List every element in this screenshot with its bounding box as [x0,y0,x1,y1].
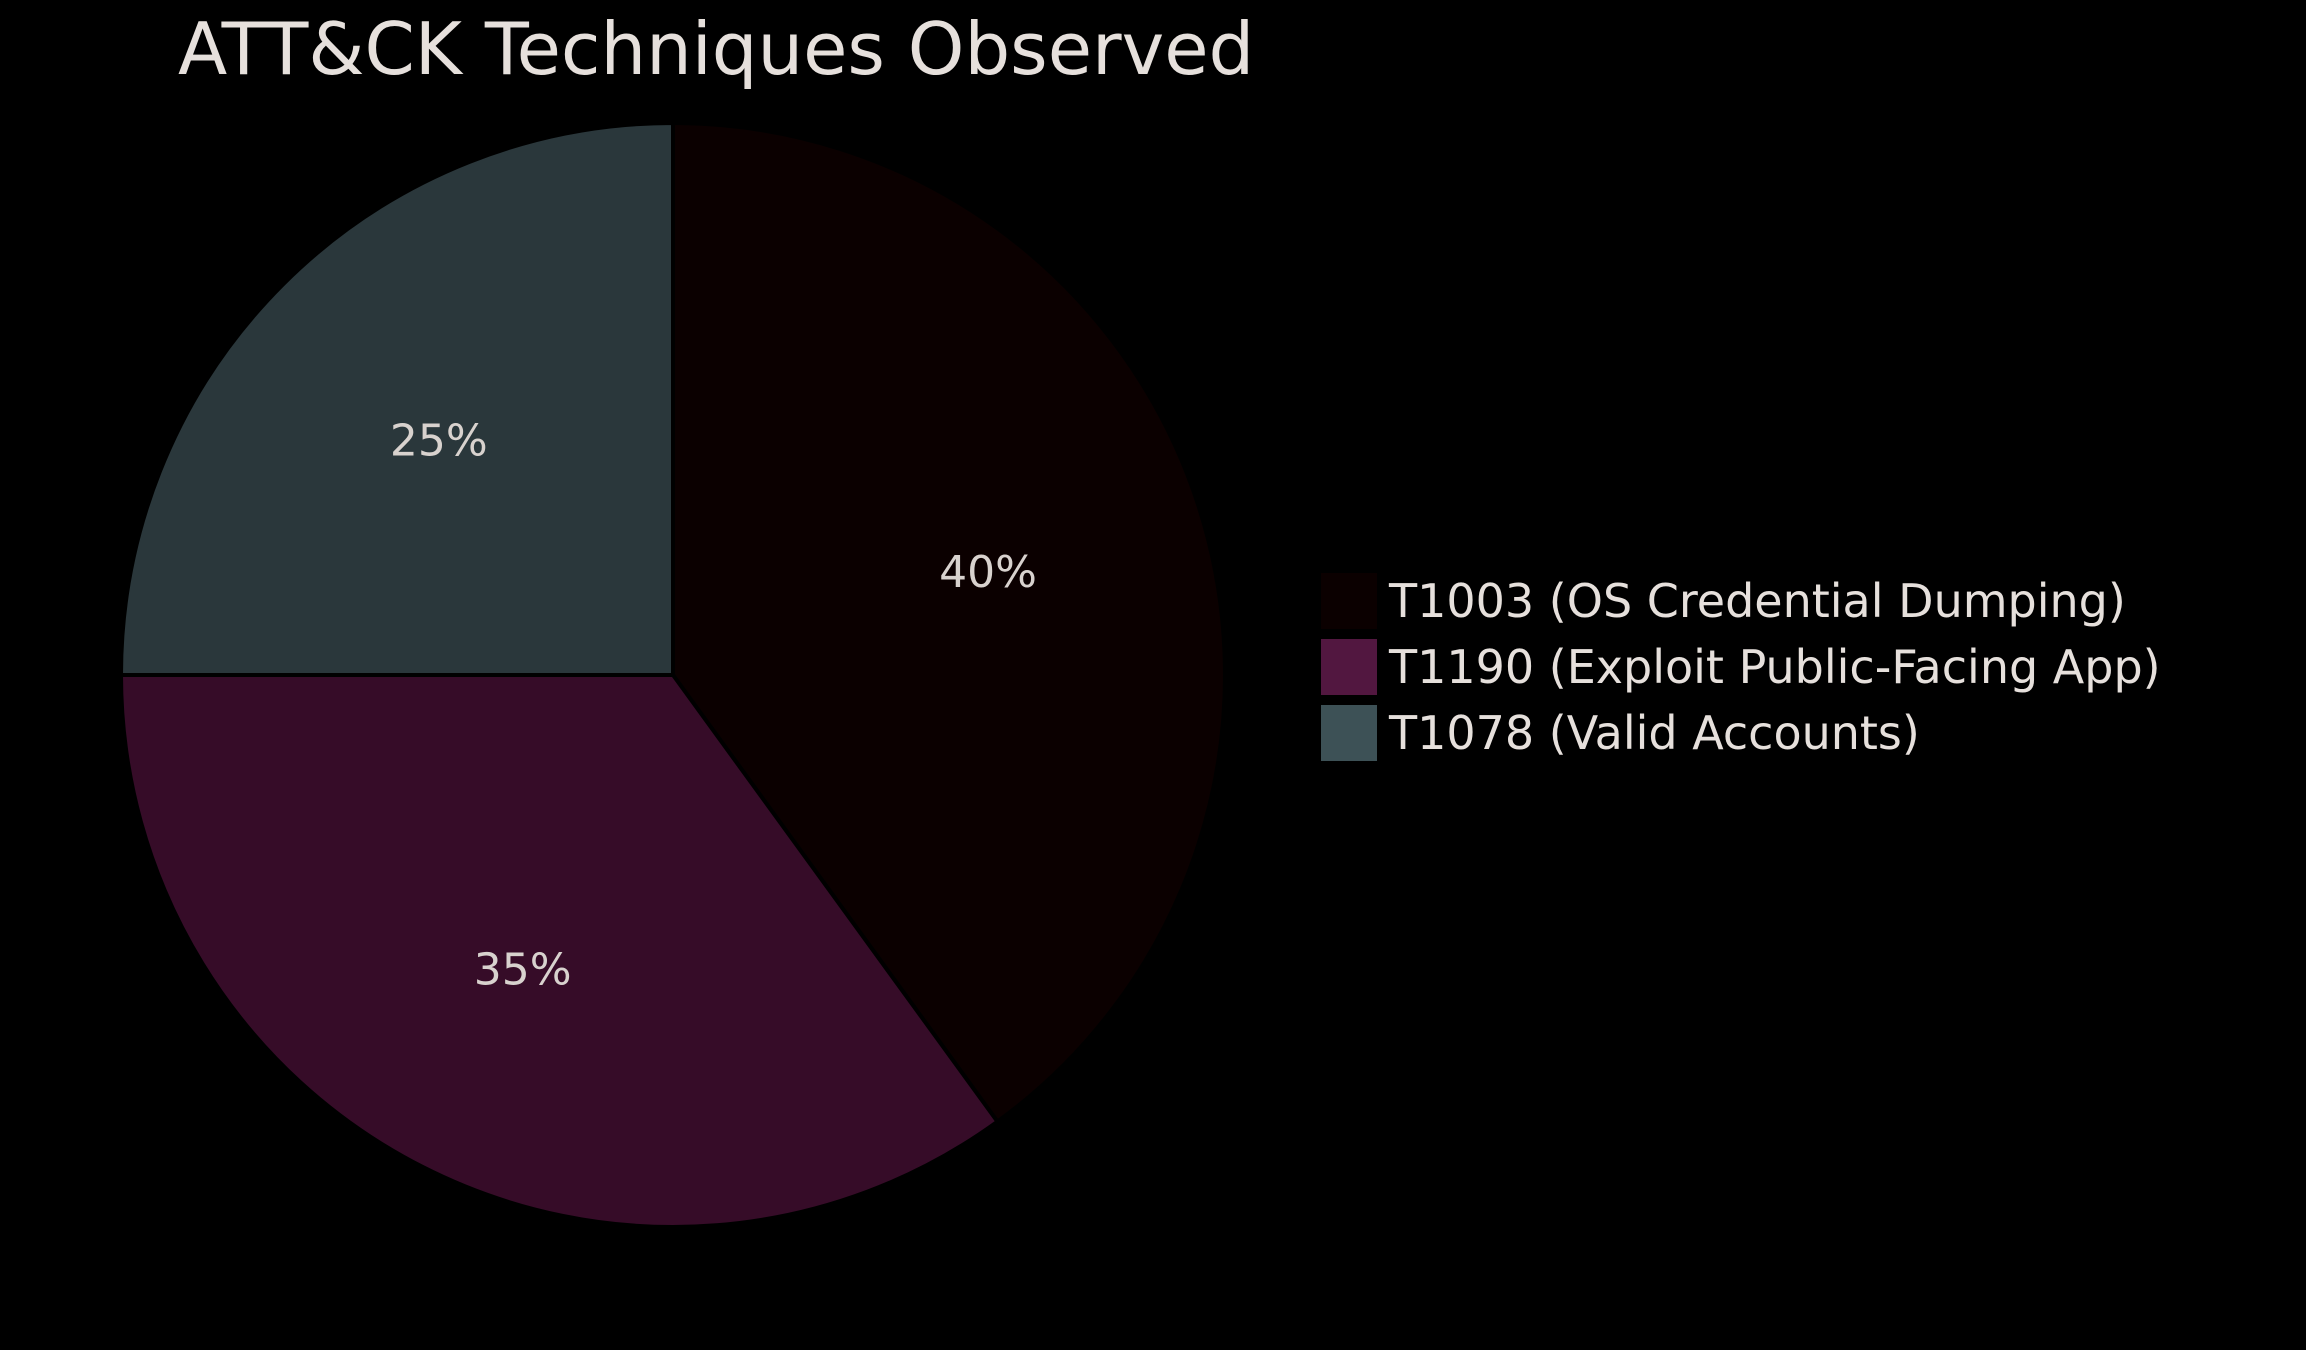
legend-swatch-t1190 [1321,639,1377,695]
legend-label-t1003: T1003 (OS Credential Dumping) [1388,574,2126,628]
legend-swatch-t1078 [1321,705,1377,761]
legend-label-t1078: T1078 (Valid Accounts) [1388,706,1920,760]
chart-title: ATT&CK Techniques Observed [178,7,1254,91]
pie-slice-t1190 [118,673,1001,1230]
legend: T1003 (OS Credential Dumping) T1190 (Expl… [1321,573,2161,761]
pie-slice-t1003 [671,120,1227,1125]
legend-label-t1190: T1190 (Exploit Public-Facing App) [1388,640,2161,694]
pie-slice-t1078 [118,120,675,677]
pie-slice-labels: 40% 35% 25% [390,415,1037,995]
slice-label-t1078: 25% [390,415,488,466]
legend-swatch-t1003 [1321,573,1377,629]
slice-label-t1190: 35% [474,945,572,996]
slice-label-t1003: 40% [939,547,1037,598]
pie-slices [118,120,1227,1230]
